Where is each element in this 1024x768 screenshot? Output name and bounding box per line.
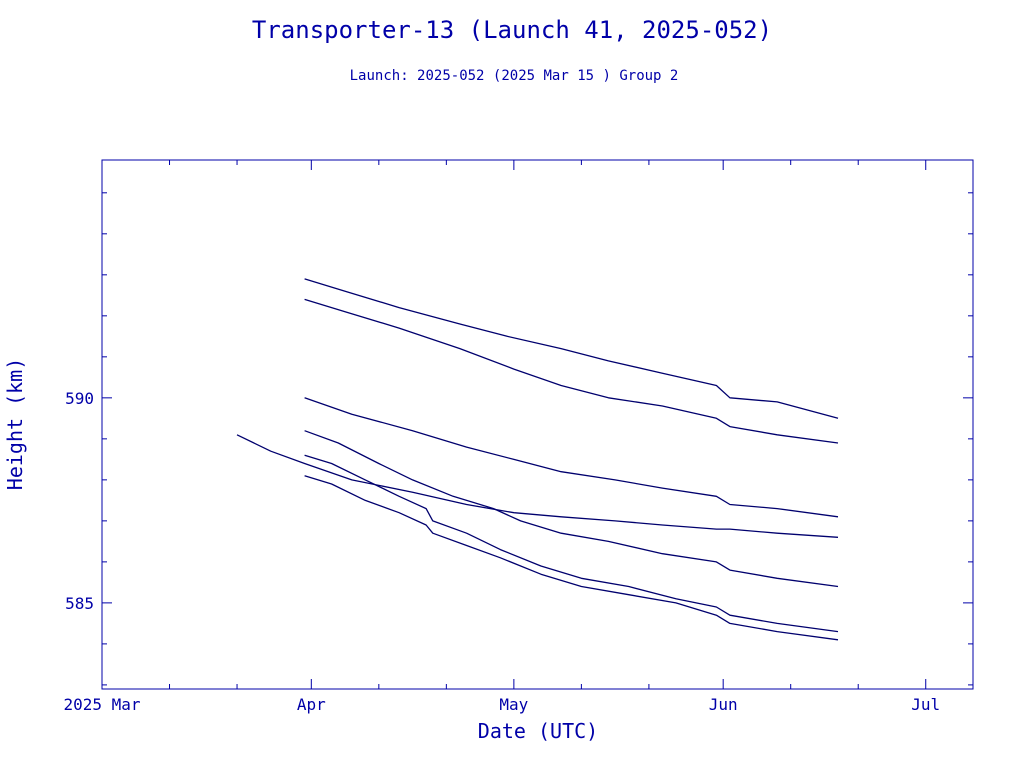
- chart-subtitle: Launch: 2025-052 (2025 Mar 15 ) Group 2: [350, 68, 679, 84]
- x-tick-labels: 2025 Mar Apr May Jun Jul: [63, 695, 940, 714]
- x-tick-label: May: [499, 695, 528, 714]
- x-tick-label: Jun: [709, 695, 738, 714]
- axis-ticks: [101, 160, 973, 689]
- x-tick-label: 2025 Mar: [63, 695, 140, 714]
- chart-title: Transporter-13 (Launch 41, 2025-052): [252, 16, 772, 44]
- series-line-7: [304, 475, 839, 641]
- series-layer: [236, 278, 839, 641]
- series-line-4: [304, 430, 839, 588]
- y-tick-label: 585: [65, 594, 94, 613]
- y-tick-label: 590: [65, 389, 94, 408]
- x-tick-label: Jul: [911, 695, 940, 714]
- series-line-3: [304, 397, 839, 518]
- x-axis-label: Date (UTC): [478, 719, 598, 743]
- series-line-5: [236, 434, 839, 538]
- series-line-6: [304, 454, 839, 633]
- series-line-1: [304, 278, 839, 419]
- y-axis-label: Height (km): [3, 358, 27, 490]
- y-tick-labels: 585 590: [65, 389, 94, 613]
- series-line-2: [304, 298, 839, 444]
- x-tick-label: Apr: [297, 695, 326, 714]
- plot-frame: [101, 159, 974, 690]
